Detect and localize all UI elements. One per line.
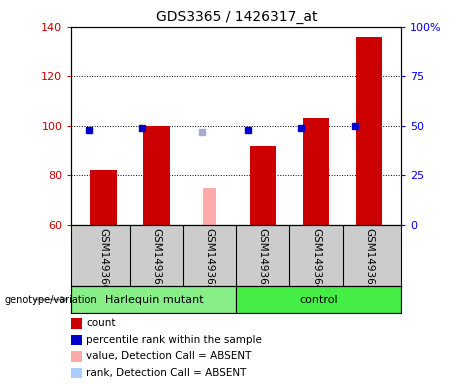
Text: genotype/variation: genotype/variation bbox=[5, 295, 97, 305]
Bar bbox=[356, 37, 383, 225]
Bar bbox=[303, 118, 329, 225]
Text: Harlequin mutant: Harlequin mutant bbox=[105, 295, 203, 305]
Bar bbox=[143, 126, 170, 225]
Text: GSM149363: GSM149363 bbox=[258, 228, 268, 291]
Text: GSM149360: GSM149360 bbox=[98, 228, 108, 291]
Bar bbox=[71, 286, 236, 313]
Text: value, Detection Call = ABSENT: value, Detection Call = ABSENT bbox=[86, 351, 252, 361]
Text: GSM149361: GSM149361 bbox=[152, 228, 161, 291]
Bar bbox=[249, 146, 276, 225]
Text: GSM149364: GSM149364 bbox=[311, 228, 321, 291]
Bar bbox=[236, 286, 401, 313]
Text: control: control bbox=[299, 295, 338, 305]
Bar bbox=[203, 187, 216, 225]
Title: GDS3365 / 1426317_at: GDS3365 / 1426317_at bbox=[155, 10, 317, 25]
Text: rank, Detection Call = ABSENT: rank, Detection Call = ABSENT bbox=[86, 368, 247, 378]
Text: percentile rank within the sample: percentile rank within the sample bbox=[86, 335, 262, 345]
Text: GSM149362: GSM149362 bbox=[205, 228, 215, 291]
Text: count: count bbox=[86, 318, 116, 328]
Text: GSM149365: GSM149365 bbox=[364, 228, 374, 291]
Bar bbox=[90, 170, 117, 225]
